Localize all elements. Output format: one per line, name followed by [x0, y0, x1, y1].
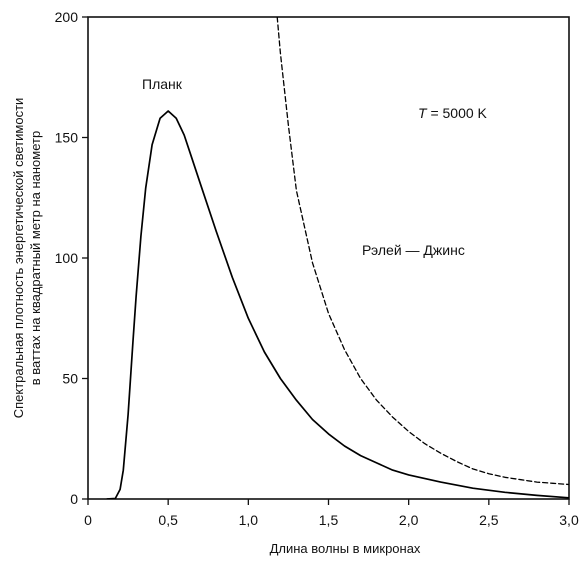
rayleigh-jeans-series-label: Рэлей — Джинс: [362, 242, 465, 258]
x-tick-label: 0: [84, 512, 92, 528]
rayleigh-jeans-curve: [276, 17, 569, 486]
y-axis-title-line-1: Спектральная плотность энергетической св…: [11, 98, 26, 419]
y-tick-label: 150: [55, 130, 79, 146]
planck-curve: [106, 110, 569, 499]
x-tick-label: 2,0: [399, 512, 419, 528]
x-tick-label: 3,0: [559, 512, 579, 528]
x-tick-label: 2,5: [479, 512, 499, 528]
y-axis-title-line-2: в ваттах на квадратный метр на нанометр: [28, 131, 43, 385]
y-tick-label: 50: [62, 371, 78, 387]
x-tick-label: 1,5: [319, 512, 339, 528]
x-axis-title: Длина волны в микронах: [270, 541, 421, 556]
axes-layer: 0 0,5 1,0 1,5 2,0 2,5 3,0 0 50 100 150 200: [55, 9, 579, 528]
y-tick-label: 200: [55, 9, 79, 25]
temperature-value: = 5000 K: [427, 105, 488, 121]
temperature-annotation: T = 5000 K: [418, 105, 488, 121]
y-tick-label: 0: [70, 491, 78, 507]
temperature-symbol: T: [418, 105, 428, 121]
planck-series-label: Планк: [142, 76, 183, 92]
y-tick-label: 100: [55, 250, 79, 266]
series-layer: [106, 17, 569, 499]
labels-layer: Планк Рэлей — Джинс T = 5000 K Длина вол…: [11, 76, 488, 556]
x-tick-label: 1,0: [239, 512, 259, 528]
x-tick-label: 0,5: [158, 512, 178, 528]
